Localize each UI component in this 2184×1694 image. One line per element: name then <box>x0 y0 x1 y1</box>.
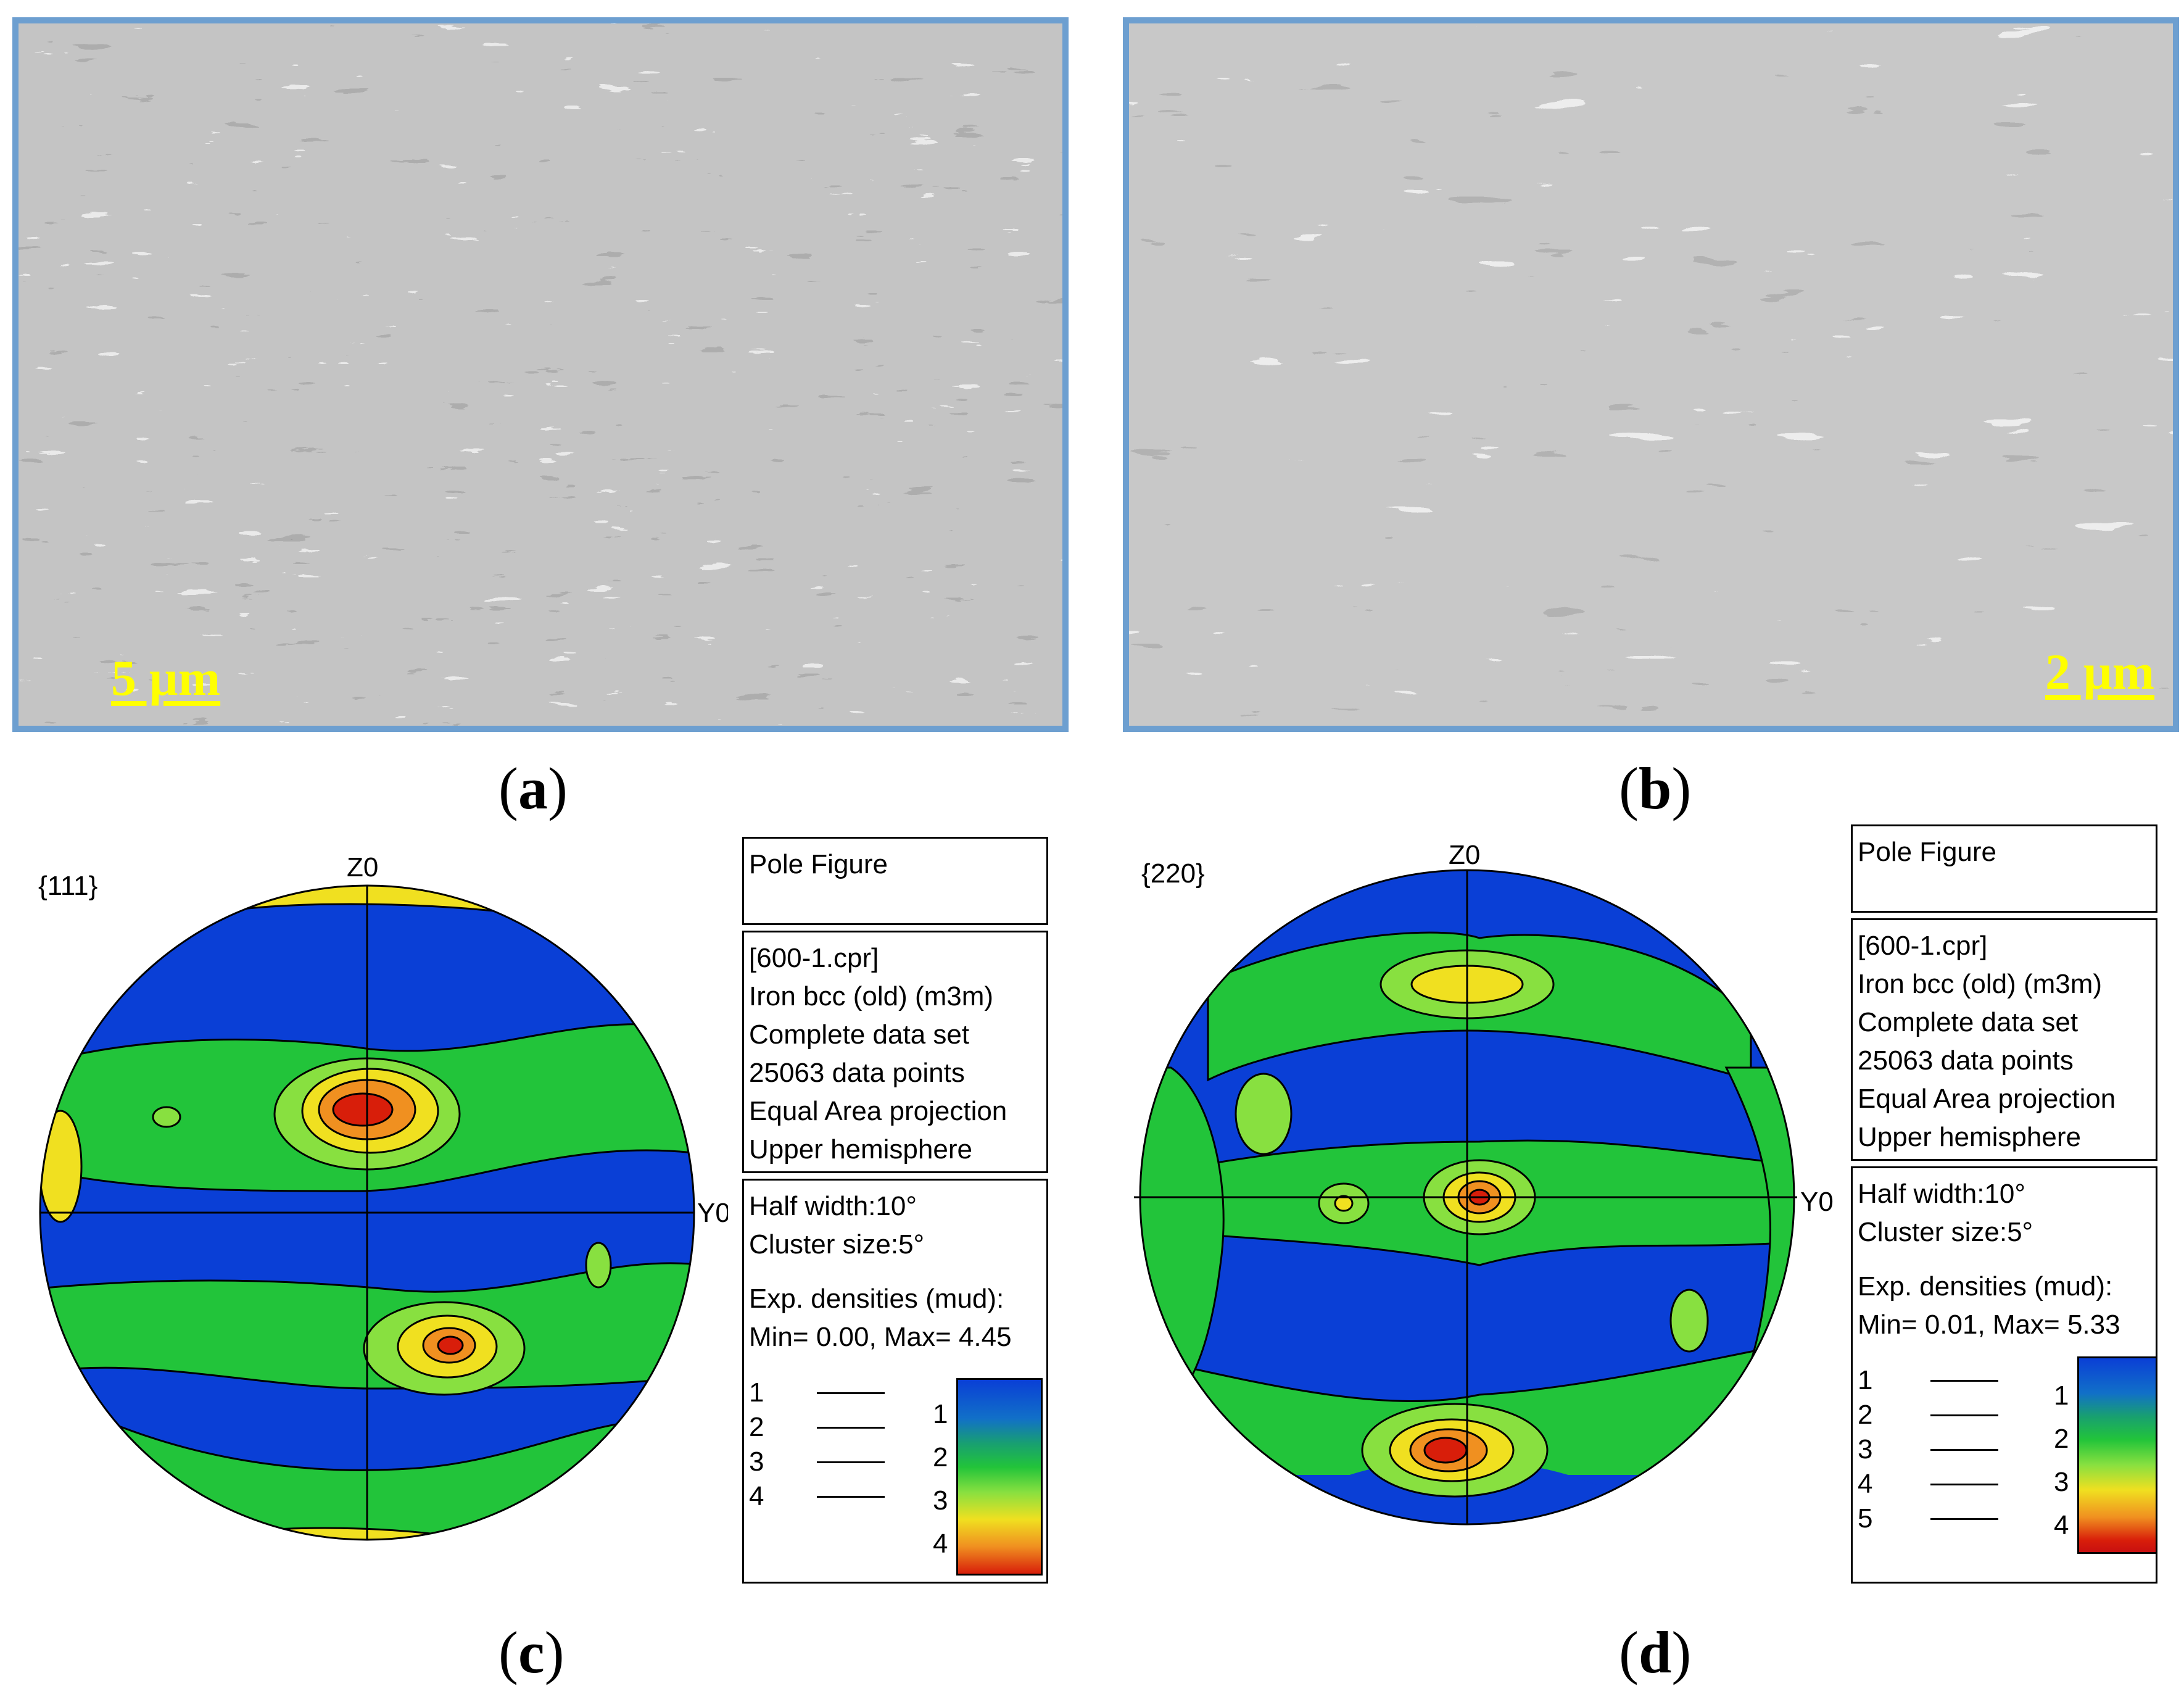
plane-label-d: {220} <box>1141 858 1205 889</box>
dataset-hemisphere-d: Upper hemisphere <box>1858 1122 2081 1152</box>
axis-y-label-c: Y0 <box>697 1198 728 1228</box>
colorbar-tick-d-2: 2 <box>2054 1424 2069 1454</box>
sem-image-a: 5 µm <box>12 17 1069 732</box>
dataset-points-c: 25063 data points <box>749 1058 965 1088</box>
axis-z-label-c: Z0 <box>347 852 378 882</box>
colorbar-c <box>956 1378 1043 1576</box>
dataset-file-d: [600-1.cpr] <box>1858 931 1988 961</box>
dataset-scope-c: Complete data set <box>749 1019 970 1050</box>
panel-label-d: (d) <box>1619 1619 1692 1685</box>
dataset-projection-d: Equal Area projection <box>1858 1084 2116 1114</box>
contour-level-d-2: 2 <box>1858 1400 1873 1430</box>
axis-z-label-d: Z0 <box>1449 840 1480 870</box>
sem-texture-a <box>19 23 1062 726</box>
axis-y-label-d: Y0 <box>1800 1187 1834 1217</box>
colorbar-tick-c-4: 4 <box>933 1529 948 1559</box>
dataset-scope-d: Complete data set <box>1858 1007 2079 1037</box>
info-box-density-c: Half width:10° Cluster size:5° Exp. dens… <box>742 1179 1048 1584</box>
contour-level-c-2: 2 <box>749 1412 764 1442</box>
colorbar-tick-c-1: 1 <box>933 1399 948 1429</box>
scale-bar-a: 5 µm <box>111 650 221 706</box>
contour-level-c-4: 4 <box>749 1481 764 1511</box>
colorbar-d <box>2077 1356 2157 1554</box>
pole-figure-d: {220} Z0 Y0 <box>1134 840 1834 1526</box>
contour-level-c-1: 1 <box>749 1377 764 1408</box>
dataset-points-d: 25063 data points <box>1858 1045 2074 1076</box>
colorbar-tick-c-3: 3 <box>933 1485 948 1516</box>
dataset-phase-c: Iron bcc (old) (m3m) <box>749 981 994 1011</box>
panel-label-c: (c) <box>498 1619 565 1685</box>
info-box-title-d: Pole Figure <box>1851 824 2157 913</box>
colorbar-tick-d-4: 4 <box>2054 1510 2069 1540</box>
panel-label-a: (a) <box>498 755 568 821</box>
contour-level-c-3: 3 <box>749 1447 764 1477</box>
info-box-dataset-c: [600-1.cpr] Iron bcc (old) (m3m) Complet… <box>742 931 1048 1173</box>
scale-bar-b: 2 µm <box>2045 644 2155 700</box>
dataset-projection-c: Equal Area projection <box>749 1096 1007 1126</box>
dataset-phase-d: Iron bcc (old) (m3m) <box>1858 969 2103 999</box>
pole-figure-c: {111} Z0 Y0 <box>38 852 728 1541</box>
contour-level-d-3: 3 <box>1858 1434 1873 1464</box>
info-box-dataset-d: [600-1.cpr] Iron bcc (old) (m3m) Complet… <box>1851 918 2157 1161</box>
info-box-density-d: Half width:10° Cluster size:5° Exp. dens… <box>1851 1166 2157 1584</box>
contour-level-d-4: 4 <box>1858 1469 1873 1499</box>
sem-image-b: 2 µm <box>1123 17 2179 732</box>
colorbar-tick-d-3: 3 <box>2054 1467 2069 1497</box>
colorbar-tick-c-2: 2 <box>933 1442 948 1472</box>
info-box-title-c: Pole Figure <box>742 837 1048 925</box>
density-map-d <box>1140 870 1794 1524</box>
colorbar-tick-d-1: 1 <box>2054 1381 2069 1411</box>
contour-level-d-5: 5 <box>1858 1503 1873 1534</box>
dataset-hemisphere-c: Upper hemisphere <box>749 1134 972 1165</box>
dataset-file-c: [600-1.cpr] <box>749 943 879 973</box>
contour-level-d-1: 1 <box>1858 1365 1873 1395</box>
sem-texture-b <box>1129 23 2173 726</box>
plane-label-c: {111} <box>38 871 97 901</box>
density-map-c <box>40 886 694 1540</box>
panel-label-b: (b) <box>1619 755 1692 821</box>
